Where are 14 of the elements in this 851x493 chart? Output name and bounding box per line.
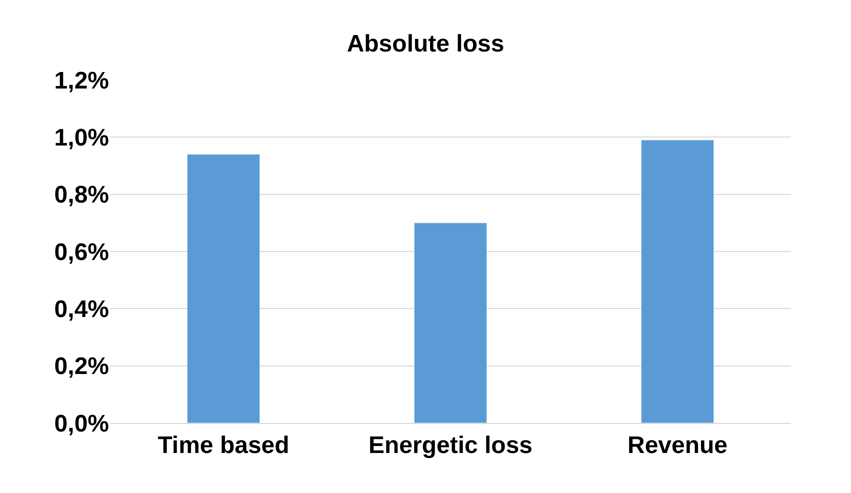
bar xyxy=(186,154,260,423)
chart-title: Absolute loss xyxy=(346,30,504,58)
y-tick-label: 1,0% xyxy=(54,124,109,152)
y-tick-label: 0,0% xyxy=(54,410,109,438)
y-tick-label: 0,4% xyxy=(54,296,109,324)
y-tick-label: 0,6% xyxy=(54,238,109,266)
bar xyxy=(414,222,488,423)
y-tick-label: 1,2% xyxy=(54,67,109,94)
y-tick-label: 0,8% xyxy=(54,182,109,209)
x-tick-label: Energetic loss xyxy=(368,432,533,459)
y-tick-label: 0,2% xyxy=(54,353,109,380)
bar xyxy=(640,140,714,423)
x-tick-label: Time based xyxy=(158,432,290,459)
x-tick-label: Revenue xyxy=(627,432,728,459)
